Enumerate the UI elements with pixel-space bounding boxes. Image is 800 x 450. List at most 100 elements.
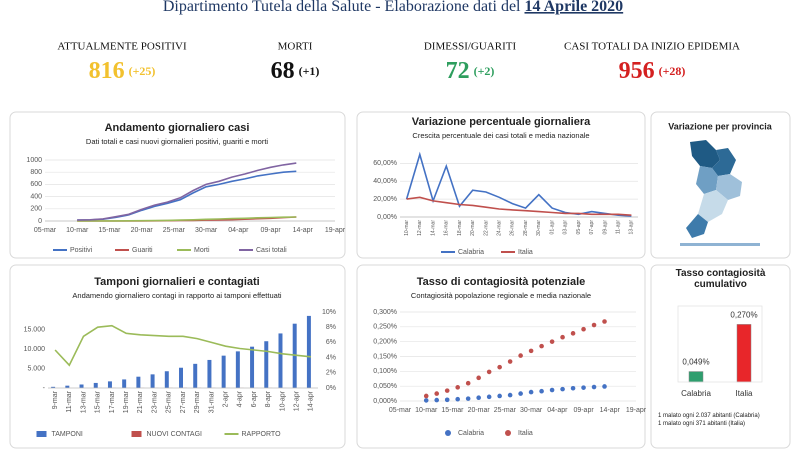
point [476, 375, 481, 381]
kpi-delta: (+28) [659, 64, 686, 78]
x-tick-label: 15-mar [98, 227, 121, 234]
y-tick-label: 6% [326, 339, 336, 346]
x-tick-label: 05-mar [34, 227, 57, 234]
y-tick-label: 0,050% [373, 383, 397, 390]
x-tick-label: 21-mar [137, 390, 144, 413]
bar [122, 379, 127, 388]
chart-subtitle: Andamendo giornaliero contagi in rapport… [72, 291, 281, 300]
chart-title: Tasso di contagiosità potenziale [417, 276, 586, 288]
x-tick-label: 23-mar [151, 390, 158, 413]
bar [179, 367, 183, 388]
kpi-delta: (+1) [299, 64, 320, 78]
legend-label: Casi totali [256, 247, 287, 254]
x-tick-label: 20-mar [468, 407, 491, 414]
x-tick-label: 16-mar [444, 220, 450, 236]
x-tick-label: 07-apr [589, 220, 595, 235]
map-title: Variazione per provincia [668, 121, 773, 131]
x-tick-label: 10-mar [404, 220, 410, 236]
point [560, 386, 565, 392]
x-tick-label: 31-mar [208, 390, 215, 413]
legend-label: Calabria [458, 430, 484, 437]
x-tick-label: 11-apr [615, 220, 621, 234]
bar [207, 359, 212, 388]
x-tick-label: 22-mar [483, 220, 489, 236]
y-tick-label: 15.000 [24, 326, 46, 333]
bar [193, 363, 198, 388]
x-tick-label: 30-mar [520, 407, 543, 414]
point [497, 393, 502, 399]
x-tick-label: 01-apr [549, 220, 555, 235]
point [434, 397, 440, 403]
panel [9, 264, 346, 449]
bar [221, 355, 226, 388]
bar [278, 333, 283, 388]
chart-title: Andamento giornaliero casi [105, 122, 250, 134]
point [528, 348, 534, 354]
chart-title: Variazione percentuale giornaliera [412, 116, 591, 128]
header-title: Dipartimento Tutela della Salute - Elabo… [163, 0, 623, 15]
legend-label: TAMPONI [52, 431, 83, 438]
kpi: 956 (+28) [619, 58, 686, 84]
point [602, 319, 607, 324]
x-tick-label: 19-apr [325, 227, 346, 234]
bar [65, 385, 70, 388]
legend-label: Italia [518, 430, 533, 437]
kpi: 68 (+1) [271, 58, 320, 84]
y-tick-label: 800 [30, 169, 42, 176]
y-tick-label: 0,100% [373, 368, 397, 375]
kpi: 72 (+2) [446, 58, 495, 84]
notes: 1 malato ogni 2.037 abitanti (Calabria) 1… [658, 412, 788, 428]
x-tick-label: 30-mar [195, 227, 218, 234]
panel [356, 111, 646, 259]
note: 1 malato ogni 371 abitanti (Italia) [658, 421, 746, 427]
kpi-value: 68 [271, 58, 295, 84]
legend-label: Calabria [458, 249, 484, 256]
bar [688, 371, 704, 383]
legend-swatch [131, 431, 142, 437]
point [518, 391, 523, 396]
y-tick-label: 0,150% [373, 353, 397, 360]
x-tick-label: 04-apr [228, 227, 249, 234]
x-tick-label: 25-mar [494, 407, 517, 414]
bar [136, 376, 141, 388]
point [539, 343, 544, 349]
point [423, 393, 429, 399]
x-tick-label: 04-apr [547, 407, 568, 414]
y-tick-label: 0% [326, 385, 336, 392]
x-tick-label: 14-apr [600, 407, 621, 414]
chart-subtitle: Contagiosità popolazione regionale e med… [411, 291, 591, 300]
legend-label: Italia [518, 249, 533, 256]
y-tick-label: 10.000 [24, 346, 46, 353]
x-tick-label: 10-apr [279, 390, 286, 411]
point [581, 385, 586, 390]
point [591, 384, 597, 390]
chart-subtitle: Crescita percentuale dei casi totali e m… [412, 131, 589, 140]
bar [235, 351, 240, 388]
series-line [405, 151, 632, 217]
bar [264, 341, 269, 388]
y-tick-label: 5.000 [27, 365, 45, 372]
y-tick-label: 40,00% [373, 178, 397, 185]
y-tick-label: 0,000% [373, 398, 397, 405]
bar [79, 384, 84, 388]
x-tick-label: 9-mar [52, 390, 59, 409]
plot-frame [677, 305, 763, 383]
point [465, 396, 471, 401]
x-tick-label: 20-mar [131, 227, 154, 234]
x-tick-label: 05-apr [576, 220, 582, 235]
y-tick-label: 0,00% [377, 214, 397, 221]
point [455, 385, 460, 390]
x-tick-label: 03-apr [563, 220, 569, 235]
series-line [406, 196, 632, 216]
kpi-label: MORTI [278, 41, 313, 53]
x-tick-label: 25-mar [166, 390, 173, 413]
y-tick-label: 0,200% [373, 339, 397, 346]
x-tick-label: 29-mar [194, 390, 201, 413]
x-tick-label: 14-apr [308, 390, 315, 411]
bar [164, 371, 169, 388]
bar [150, 374, 155, 388]
x-tick-label: 13-apr [629, 220, 635, 235]
x-tick-label: 6-apr [251, 390, 258, 407]
x-tick-label: 14-apr [293, 227, 314, 234]
y-tick-label: 0,250% [373, 324, 397, 331]
